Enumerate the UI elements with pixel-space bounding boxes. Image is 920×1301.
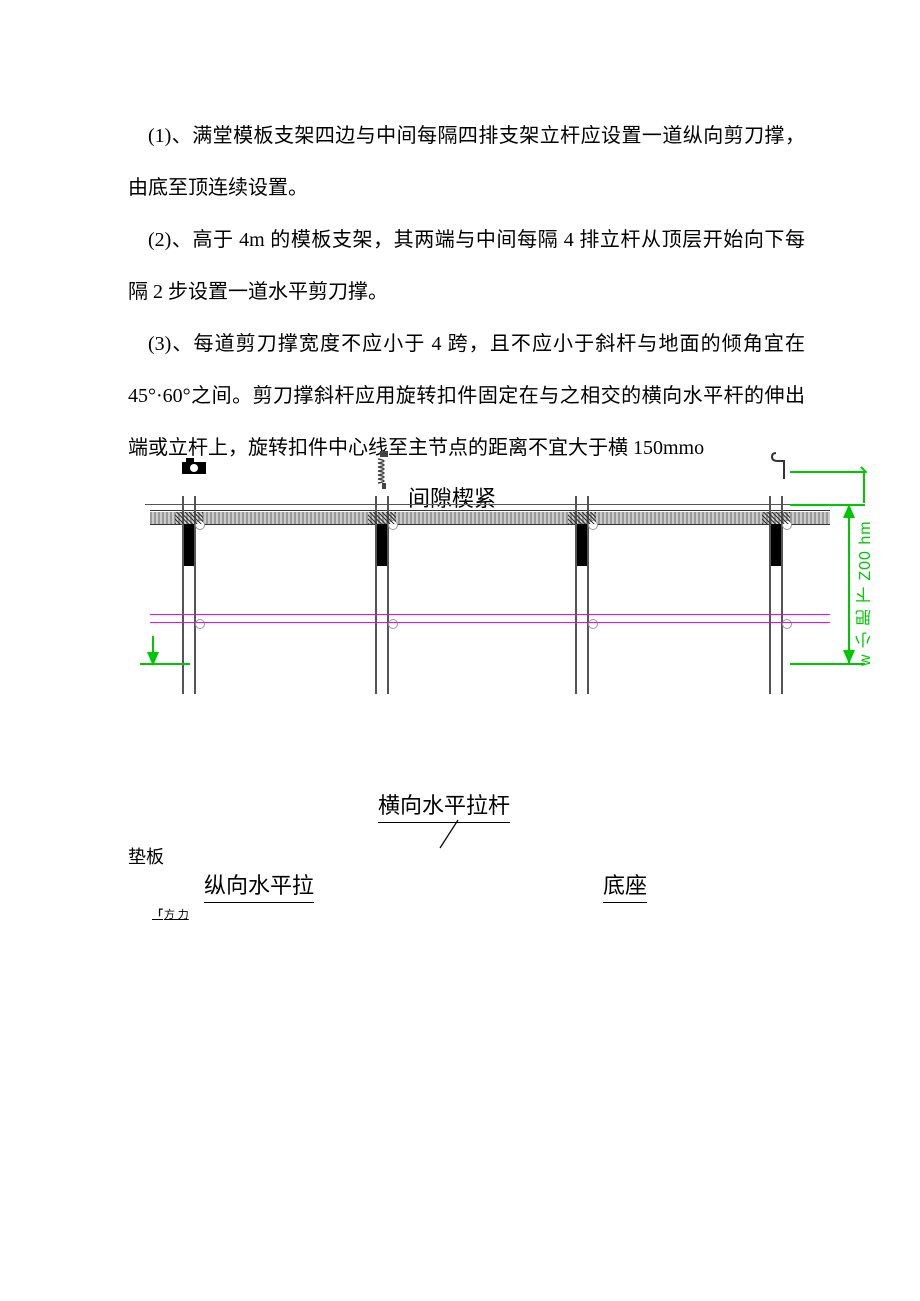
magenta-line-2 bbox=[150, 622, 830, 623]
hatch-2 bbox=[368, 512, 396, 524]
hatch-1 bbox=[175, 512, 203, 524]
circle-1b bbox=[195, 619, 205, 629]
green-dim-h2 bbox=[790, 663, 865, 665]
paragraph-2: (2)、高于 4m 的模板支架，其两端与中间每隔 4 排立杆从顶层开始向下每隔 … bbox=[128, 214, 805, 318]
green-left-h bbox=[140, 663, 190, 665]
dimension-text: w 小 肥 下 Z00 hm bbox=[858, 506, 874, 666]
top-thin-line bbox=[145, 504, 835, 505]
circle-3b bbox=[588, 619, 598, 629]
post-3-line-a bbox=[575, 496, 577, 694]
top-horizontal-bar bbox=[150, 512, 830, 524]
green-dim-v bbox=[848, 504, 850, 664]
hatch-4 bbox=[762, 512, 790, 524]
green-top-h bbox=[790, 471, 865, 473]
hatch-3 bbox=[568, 512, 596, 524]
slash-line bbox=[438, 818, 460, 850]
post-2-line-a bbox=[375, 496, 377, 694]
post-4-line-a bbox=[769, 496, 771, 694]
spring-icon bbox=[374, 451, 394, 489]
document-content: (1)、满堂模板支架四边与中间每隔四排支架立杆应设置一道纵向剪刀撑，由底至顶连续… bbox=[0, 0, 920, 474]
top-border-line2 bbox=[150, 524, 830, 525]
scaffold-diagram: 间隙楔紧 w 小 肥 下 Z00 hm bbox=[120, 456, 880, 696]
green-arrow-bottom bbox=[843, 650, 855, 664]
magenta-line-1 bbox=[150, 614, 830, 615]
gap-label: 间隙楔紧 bbox=[408, 481, 496, 513]
paragraph-1: (1)、满堂模板支架四边与中间每隔四排支架立杆应设置一道纵向剪刀撑，由底至顶连续… bbox=[128, 110, 805, 214]
green-top-v bbox=[863, 471, 865, 503]
camera-icon bbox=[182, 458, 206, 474]
hook-icon bbox=[770, 451, 790, 479]
paragraph-3: (3)、每道剪刀撑宽度不应小于 4 跨，且不应小于斜杆与地面的倾角宜在 45°·… bbox=[128, 318, 805, 474]
label-longitudinal: 纵向水平拉 bbox=[204, 868, 314, 903]
circle-4b bbox=[782, 619, 792, 629]
green-arrow-top bbox=[843, 504, 855, 518]
top-border-line bbox=[150, 510, 830, 511]
circle-2b bbox=[388, 619, 398, 629]
label-pad: 垫板 bbox=[128, 843, 164, 869]
label-base: 底座 bbox=[603, 868, 647, 903]
label-fangli: 方 力 bbox=[152, 906, 189, 922]
